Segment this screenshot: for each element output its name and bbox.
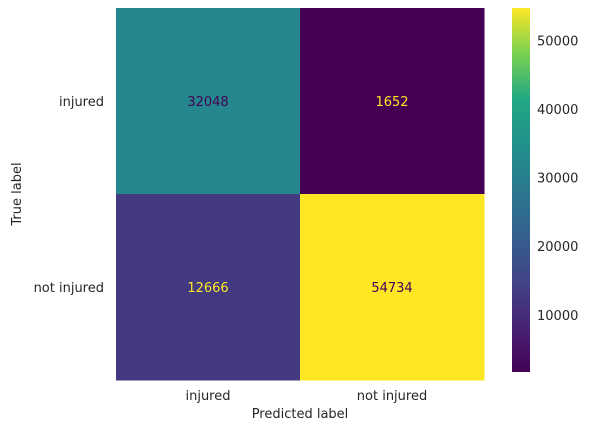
heatmap-cell [300,8,485,195]
colorbar-tick-label: 20000 [537,240,578,255]
y-axis-tick-labels: injured not injured [34,95,104,296]
colorbar-tick-label: 30000 [537,172,578,187]
heatmap-cells [116,8,485,381]
cell-value-label: 1652 [375,95,408,110]
cell-value-label: 32048 [187,95,228,110]
y-axis-label: True label [10,162,25,226]
x-axis-tick-labels: injured not injured [185,389,427,404]
x-axis-label: Predicted label [252,407,349,422]
colorbar-tick-label: 10000 [537,309,578,324]
colorbar [512,8,530,372]
x-tick-label: not injured [357,389,427,404]
y-tick-label: injured [59,95,104,110]
heatmap-cell [116,8,301,195]
colorbar-tick-label: 40000 [537,103,578,118]
colorbar-tick-labels: 10000 20000 30000 40000 50000 [537,34,578,323]
y-tick-label: not injured [34,281,104,296]
colorbar-tick-label: 50000 [537,34,578,49]
heatmap-cell [116,194,301,381]
cell-value-labels: 32048 1652 12666 54734 [187,95,412,296]
x-tick-label: injured [185,389,230,404]
cell-value-label: 12666 [187,281,228,296]
cell-value-label: 54734 [371,281,412,296]
heatmap-cell [300,194,485,381]
